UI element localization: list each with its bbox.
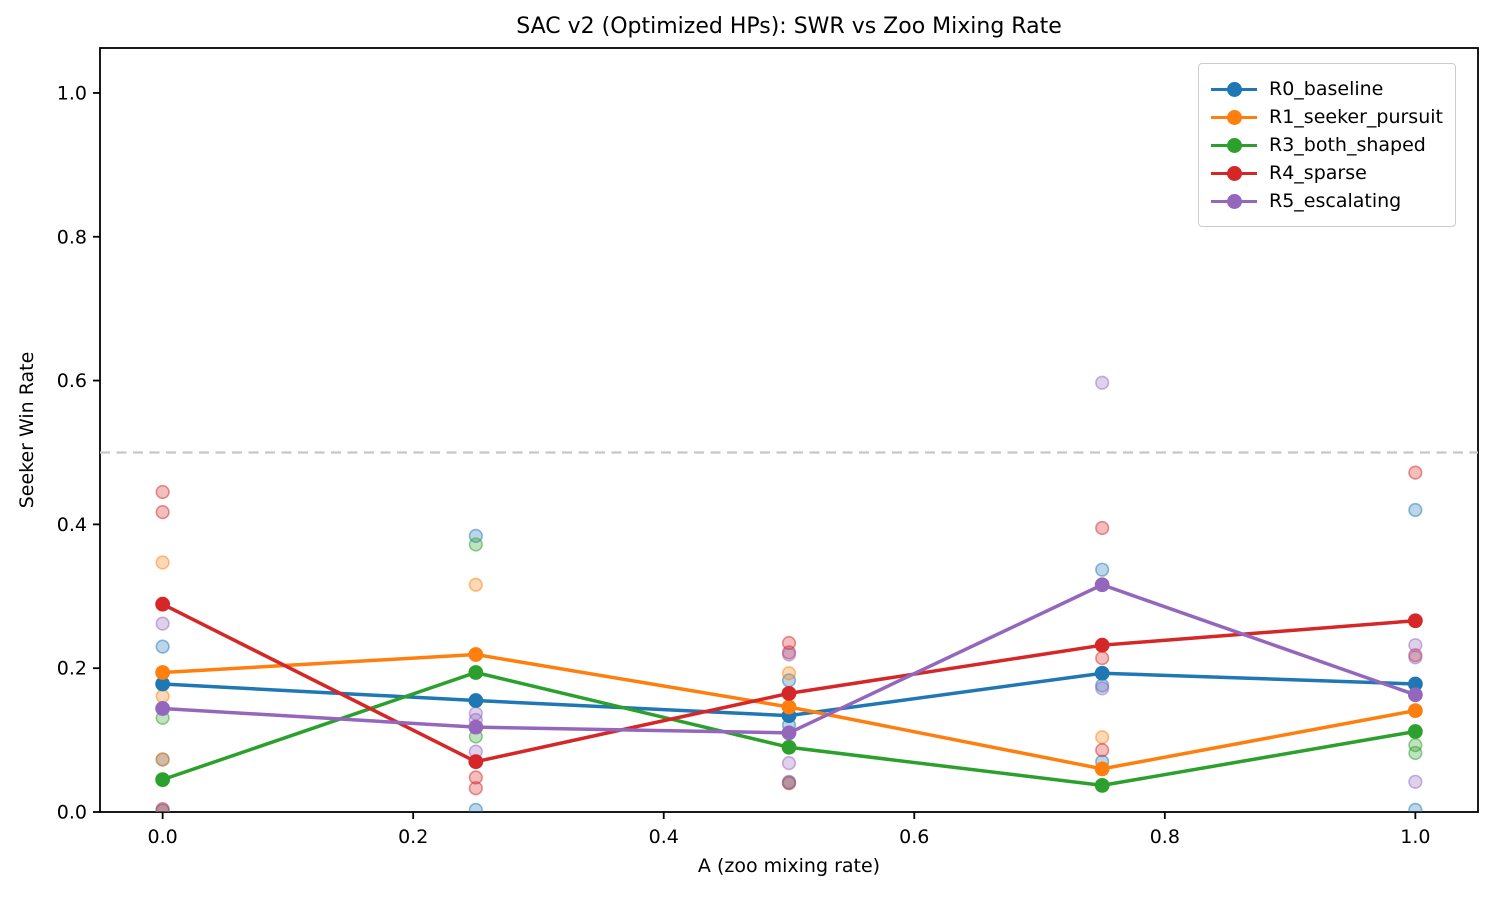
- scatter-point: [1408, 774, 1423, 789]
- scatter-point: [1408, 502, 1423, 518]
- scatter-point: [155, 555, 170, 570]
- series-marker: [1407, 724, 1423, 739]
- legend-marker-icon: [1211, 193, 1257, 209]
- x-axis-label: A (zoo mixing rate): [697, 855, 881, 877]
- legend-item-r4: R4_sparse: [1211, 160, 1443, 186]
- scatter-point: [781, 774, 797, 789]
- series-marker: [1094, 777, 1110, 793]
- x-tick-label: 1.0: [1400, 826, 1430, 848]
- scatter-point: [1095, 375, 1110, 390]
- scatter-point: [155, 752, 170, 767]
- series-marker: [1407, 613, 1423, 629]
- scatter-point: [468, 537, 483, 552]
- series-marker: [155, 596, 171, 612]
- series-marker: [781, 739, 797, 755]
- x-tick-label: 0.8: [1150, 826, 1180, 848]
- scatter-point: [155, 484, 170, 500]
- y-tick-label: 1.0: [57, 82, 87, 104]
- legend-marker-icon: [1211, 109, 1257, 125]
- legend-item-r5: R5_escalating: [1211, 188, 1443, 214]
- series-marker: [155, 772, 171, 788]
- series-marker: [1094, 761, 1110, 777]
- scatter-point: [155, 689, 170, 704]
- scatter-point: [1408, 465, 1423, 480]
- series-marker: [781, 725, 797, 741]
- series-marker: [468, 754, 484, 770]
- legend-label: R0_baseline: [1269, 78, 1384, 100]
- legend: R0_baseline R1_seeker_pursuit R3_both_sh…: [1198, 63, 1456, 227]
- series-marker: [468, 719, 484, 735]
- y-axis-label: Seeker Win Rate: [16, 351, 38, 509]
- scatter-point: [468, 577, 483, 592]
- series-marker: [155, 676, 171, 692]
- legend-marker-icon: [1211, 81, 1257, 97]
- scatter-point: [781, 756, 797, 771]
- scatter-point: [1095, 562, 1110, 577]
- scatter-point: [781, 647, 797, 662]
- y-tick-label: 0.6: [57, 370, 87, 392]
- series-marker: [468, 693, 484, 708]
- x-tick-label: 0.6: [899, 826, 929, 848]
- y-tick-label: 0.8: [57, 226, 87, 248]
- scatter-point: [781, 666, 797, 681]
- series-marker: [1094, 577, 1110, 593]
- x-tick-label: 0.4: [649, 826, 679, 848]
- series-marker: [1407, 687, 1423, 703]
- series-marker: [1407, 676, 1423, 692]
- scatter-point: [468, 802, 483, 812]
- scatter-point: [1408, 745, 1423, 761]
- series-marker: [781, 685, 797, 701]
- scatter-point: [1095, 681, 1110, 696]
- scatter-point: [1408, 638, 1423, 653]
- series-marker: [1094, 665, 1110, 681]
- scatter-point: [1095, 651, 1110, 666]
- series-marker: [468, 647, 484, 662]
- x-tick-label: 0.2: [398, 826, 428, 848]
- scatter-point: [1408, 650, 1423, 665]
- scatter-point: [155, 639, 170, 654]
- scatter-point: [1095, 520, 1110, 536]
- x-tick-label: 0.0: [148, 826, 178, 848]
- scatter-point: [468, 781, 483, 796]
- legend-marker-icon: [1211, 137, 1257, 153]
- series-marker: [1407, 703, 1423, 719]
- series-marker: [155, 665, 171, 680]
- scatter-point: [1095, 743, 1110, 758]
- scatter-point: [468, 770, 483, 785]
- legend-label: R1_seeker_pursuit: [1269, 106, 1443, 128]
- y-tick-label: 0.2: [57, 658, 87, 680]
- scatter-point: [155, 803, 170, 812]
- legend-item-r3: R3_both_shaped: [1211, 132, 1443, 158]
- scatter-point: [155, 616, 170, 631]
- y-tick-label: 0.0: [57, 802, 87, 824]
- scatter-point: [1408, 802, 1423, 812]
- series-marker: [781, 699, 797, 715]
- legend-marker-icon: [1211, 165, 1257, 181]
- scatter-point: [155, 505, 170, 520]
- legend-label: R4_sparse: [1269, 162, 1367, 184]
- legend-label: R3_both_shaped: [1269, 134, 1426, 156]
- legend-item-r0: R0_baseline: [1211, 76, 1443, 102]
- chart-title: SAC v2 (Optimized HPs): SWR vs Zoo Mixin…: [516, 14, 1062, 39]
- legend-label: R5_escalating: [1269, 190, 1402, 212]
- series-marker: [155, 701, 171, 716]
- series-marker: [468, 665, 484, 680]
- series-marker: [1094, 637, 1110, 653]
- legend-item-r1: R1_seeker_pursuit: [1211, 104, 1443, 130]
- y-tick-label: 0.4: [57, 514, 87, 536]
- scatter-point: [1095, 730, 1110, 745]
